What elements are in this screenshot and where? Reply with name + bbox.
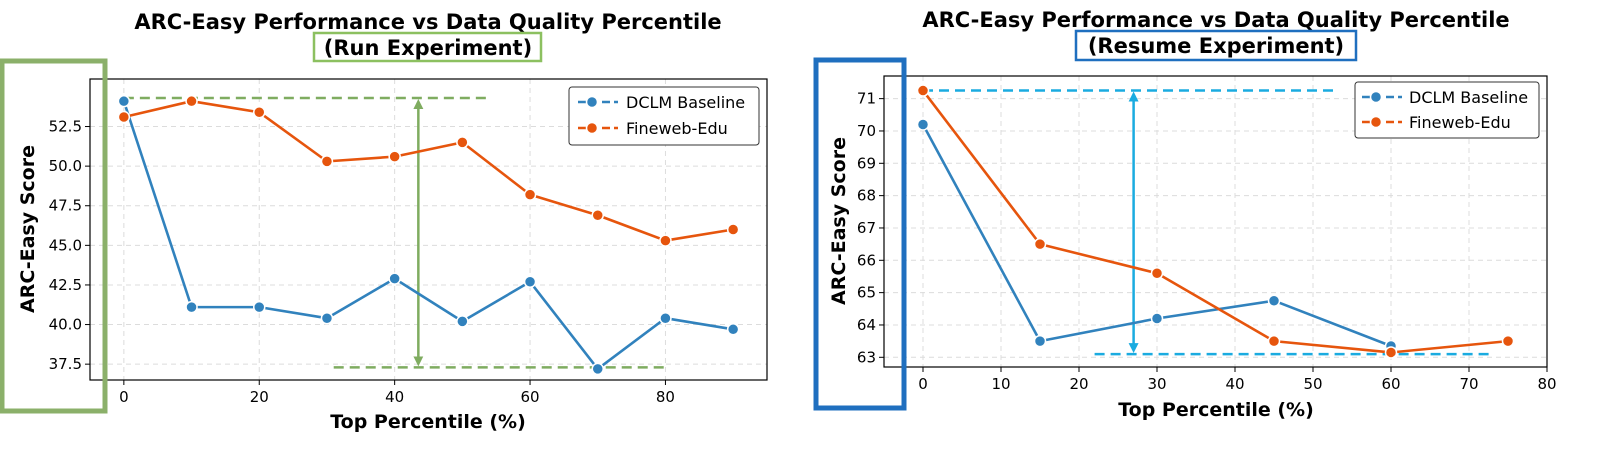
- data-point-fineweb-edu: [1501, 334, 1515, 348]
- x-tick-label: 50: [1303, 375, 1322, 393]
- data-point-fineweb-edu: [1384, 346, 1398, 359]
- y-tick-label: 40.0: [49, 316, 82, 334]
- legend-label-dclm: DCLM Baseline: [626, 93, 745, 112]
- x-tick-label: 60: [521, 388, 540, 406]
- legend: DCLM Baseline Fineweb-Edu: [568, 86, 760, 146]
- legend-label-fineweb: Fineweb-Edu: [1409, 113, 1511, 132]
- y-tick-label: 66: [857, 251, 876, 269]
- y-tick-label: 63: [857, 348, 876, 366]
- x-tick-label: 0: [918, 375, 928, 393]
- data-point-fineweb-edu: [1033, 237, 1047, 251]
- legend-marker-dclm: [585, 95, 599, 109]
- data-point-dclm-baseline: [659, 311, 672, 325]
- legend-label-dclm: DCLM Baseline: [1409, 88, 1528, 107]
- data-point-fineweb-edu: [388, 150, 401, 163]
- chart-run-experiment: ARC-Easy Performance vs Data Quality Per…: [0, 10, 768, 433]
- plot-area-frame: [883, 75, 1548, 368]
- data-point-dclm-baseline: [185, 300, 198, 314]
- series-group: [117, 94, 740, 376]
- data-point-dclm-baseline: [388, 272, 401, 285]
- y-axis-highlight-box: [0, 58, 108, 414]
- y-tick-label: 42.5: [49, 276, 82, 294]
- data-point-dclm-baseline: [456, 315, 469, 328]
- y-axis-ticks: 37.5 40.0 42.5 45.0 47.5 50.0 52.5: [49, 118, 90, 373]
- y-tick-label: 68: [857, 187, 876, 205]
- data-point-dclm-baseline: [1150, 312, 1164, 325]
- legend-marker-fineweb: [585, 121, 599, 135]
- y-axis-label: ARC-Easy Score: [828, 137, 850, 305]
- data-point-dclm-baseline: [1033, 334, 1047, 348]
- series-line-fineweb-edu: [921, 89, 1509, 354]
- x-tick-label: 30: [1147, 375, 1166, 393]
- legend-marker-fineweb: [1369, 115, 1383, 129]
- data-point-fineweb-edu: [523, 188, 537, 201]
- x-tick-label: 80: [656, 388, 675, 406]
- x-tick-label: 80: [1537, 375, 1556, 393]
- x-tick-label: 20: [1069, 375, 1088, 393]
- data-point-fineweb-edu: [320, 155, 334, 168]
- data-point-fineweb-edu: [1267, 334, 1281, 348]
- y-tick-label: 69: [857, 154, 876, 172]
- y-tick-label: 65: [857, 284, 876, 302]
- series-group: [916, 84, 1515, 359]
- grid: [90, 79, 767, 380]
- chart-resume-experiment: ARC-Easy Performance vs Data Quality Per…: [813, 8, 1557, 421]
- x-axis-ticks: 0 10 20 30 40 50 60 70 80: [918, 367, 1557, 393]
- chart-title: ARC-Easy Performance vs Data Quality Per…: [134, 10, 721, 34]
- y-tick-label: 71: [857, 90, 876, 108]
- x-tick-label: 40: [385, 388, 404, 406]
- data-point-dclm-baseline: [320, 311, 334, 325]
- x-axis-label: Top Percentile (%): [330, 411, 526, 433]
- y-tick-label: 64: [857, 316, 876, 334]
- data-point-fineweb-edu: [253, 106, 266, 119]
- chart-subtitle: (Resume Experiment): [1088, 34, 1344, 58]
- y-tick-label: 37.5: [49, 355, 82, 373]
- data-point-fineweb-edu: [1150, 266, 1164, 280]
- series-line-fineweb-edu: [123, 99, 734, 242]
- data-point-fineweb-edu: [591, 208, 604, 222]
- x-tick-label: 20: [250, 388, 269, 406]
- x-tick-label: 0: [119, 388, 129, 406]
- chart-subtitle: (Run Experiment): [324, 36, 532, 60]
- data-point-fineweb-edu: [456, 136, 469, 149]
- data-point-fineweb-edu: [726, 223, 740, 236]
- x-tick-label: 70: [1459, 375, 1478, 393]
- y-tick-label: 52.5: [49, 118, 82, 136]
- series-line-dclm-baseline: [122, 100, 734, 371]
- data-point-fineweb-edu: [659, 234, 672, 247]
- y-tick-label: 50.0: [49, 157, 82, 175]
- data-point-dclm-baseline: [591, 362, 604, 376]
- legend-label-fineweb: Fineweb-Edu: [626, 119, 728, 138]
- y-axis-highlight-box: [813, 57, 907, 411]
- chart-title: ARC-Easy Performance vs Data Quality Per…: [922, 8, 1509, 32]
- data-point-dclm-baseline: [1267, 294, 1281, 307]
- data-point-fineweb-edu: [117, 110, 131, 124]
- y-tick-label: 47.5: [49, 197, 82, 215]
- legend-marker-dclm: [1369, 90, 1383, 104]
- x-tick-label: 10: [991, 375, 1010, 393]
- legend: DCLM Baseline Fineweb-Edu: [1354, 81, 1540, 139]
- data-point-dclm-baseline: [726, 323, 740, 336]
- data-point-fineweb-edu: [916, 84, 930, 97]
- x-tick-label: 40: [1225, 375, 1244, 393]
- y-axis-ticks: 63 64 65 66 67 68 69 70 71: [857, 90, 884, 366]
- data-point-dclm-baseline: [523, 275, 537, 289]
- data-point-dclm-baseline: [253, 300, 266, 314]
- x-axis-ticks: 0 20 40 60 80: [119, 380, 675, 406]
- plot-area-frame: [89, 78, 768, 381]
- subtitle-box: [312, 31, 543, 63]
- y-tick-label: 67: [857, 219, 876, 237]
- x-tick-label: 60: [1381, 375, 1400, 393]
- x-axis-label: Top Percentile (%): [1118, 399, 1314, 421]
- y-tick-label: 70: [857, 122, 876, 140]
- y-axis-label: ARC-Easy Score: [17, 145, 39, 313]
- y-tick-label: 45.0: [49, 236, 82, 254]
- subtitle-box: [1074, 29, 1358, 62]
- data-point-dclm-baseline: [916, 118, 930, 131]
- data-point-dclm-baseline: [117, 94, 131, 108]
- data-point-fineweb-edu: [185, 94, 198, 108]
